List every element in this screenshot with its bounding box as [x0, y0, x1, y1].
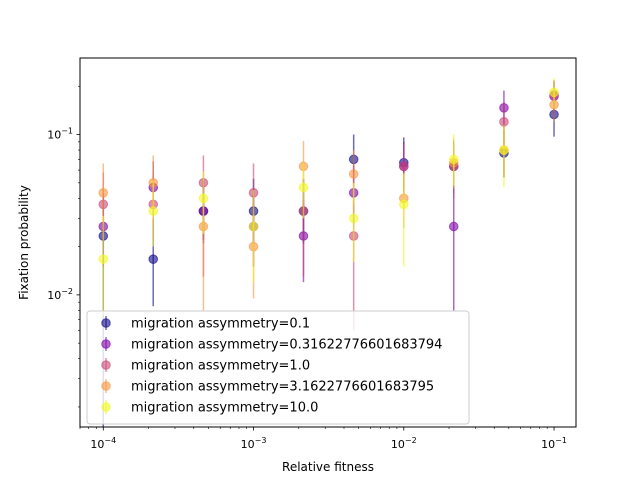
legend-item: migration assymmetry=0.1: [101, 316, 310, 332]
data-point: [448, 154, 459, 165]
data-point: [198, 193, 209, 204]
legend: migration assymmetry=0.1 migration assymm…: [86, 310, 470, 425]
data-point: [398, 199, 409, 210]
legend-box: [86, 310, 470, 425]
data-point: [348, 213, 359, 224]
x-axis: 10−4 10−3 10−2 10−1: [79, 427, 567, 451]
y-axis-label: Fixation probability: [17, 185, 31, 300]
x-axis-label: Relative fitness: [282, 460, 374, 474]
y-tick-label: 10−2: [47, 287, 73, 302]
data-point: [398, 161, 409, 172]
x-tick-label: 10−1: [541, 436, 567, 451]
data-point: [248, 221, 259, 232]
axes-frame: [79, 57, 577, 428]
legend-item: migration assymmetry=10.0: [101, 400, 318, 416]
legend-label: migration assymmetry=0.31622776601683794: [131, 338, 442, 353]
legend-marker: [101, 339, 111, 349]
legend-marker: [101, 402, 111, 412]
legend-marker: [101, 381, 111, 391]
data-point: [148, 206, 159, 216]
data-point: [499, 145, 509, 155]
data-point: [298, 182, 309, 193]
legend-item: migration assymmetry=1.0: [101, 358, 310, 374]
legend-label: migration assymmetry=1.0: [131, 359, 310, 374]
data-point: [348, 169, 359, 179]
data-point: [549, 87, 559, 98]
data-point: [448, 221, 459, 232]
y-axis: 10−2 10−1: [47, 85, 80, 408]
plot-area: [98, 78, 559, 427]
series-4: [98, 78, 559, 315]
legend-item: migration assymmetry=3.1622776601683795: [101, 379, 434, 395]
x-tick-label: 10−4: [90, 436, 116, 451]
legend-marker: [101, 318, 111, 328]
x-tick-label: 10−2: [391, 436, 417, 451]
y-tick-label: 10−1: [47, 127, 73, 142]
data-point: [98, 254, 109, 264]
data-point: [148, 254, 159, 264]
legend-label: migration assymmetry=10.0: [131, 401, 318, 416]
legend-marker: [101, 360, 111, 370]
legend-label: migration assymmetry=0.1: [131, 317, 310, 332]
x-tick-label: 10−3: [241, 436, 267, 451]
data-point: [98, 188, 109, 198]
legend-item: migration assymmetry=0.31622776601683794: [101, 337, 442, 353]
legend-label: migration assymmetry=3.1622776601683795: [131, 380, 434, 395]
